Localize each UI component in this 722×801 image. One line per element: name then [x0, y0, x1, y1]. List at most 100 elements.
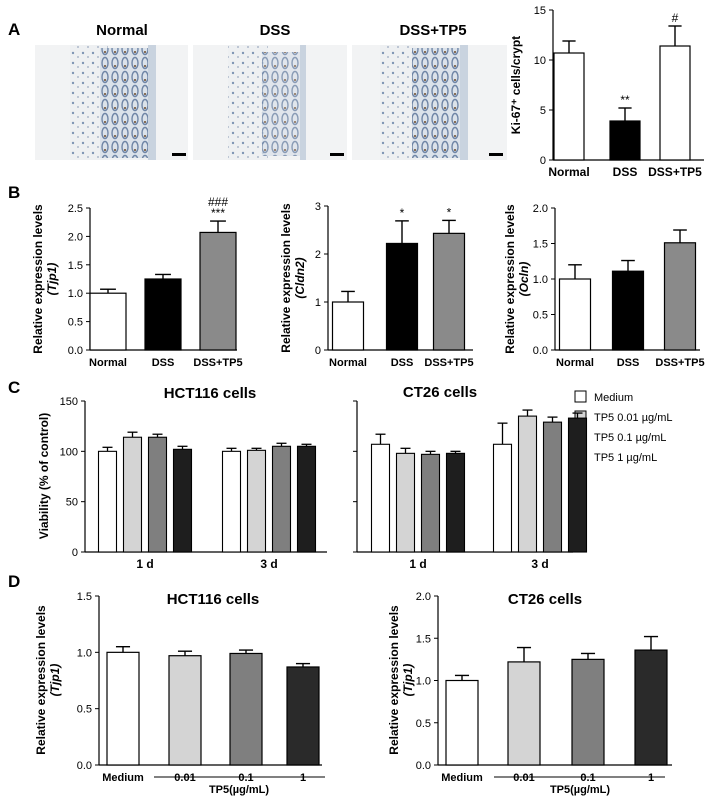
y-tick-label: 15 — [534, 5, 546, 17]
y-tick-label: 0 — [540, 155, 546, 167]
chart-tjp1-ct26: 0.0 0.5 1.0 1.5 2.0 Relative expression level… — [387, 591, 672, 796]
y-tick-label: 0.5 — [416, 718, 431, 730]
x-tick-label: DSS+TP5 — [648, 165, 702, 179]
y-axis-label: Relative expression levels — [34, 605, 48, 755]
y-tick-label: 150 — [60, 396, 78, 408]
x-tick-label: Normal — [548, 165, 589, 179]
y-tick-label: 0.0 — [68, 345, 83, 357]
legend-label: TP5 0.01 µg/mL — [594, 412, 673, 424]
x-tick-label: 1 — [300, 772, 306, 784]
significance-label: ** — [620, 93, 630, 107]
x-tick-label: Normal — [329, 357, 367, 369]
chart-tjp1-hct116: 0.0 0.5 1.0 1.5 Relative expression levels (T… — [34, 591, 325, 796]
histology-label-normal: Normal — [96, 22, 148, 39]
chart-title: HCT116 cells — [164, 385, 257, 402]
x-tick-label: 3 d — [531, 557, 548, 571]
bar — [221, 450, 242, 553]
bar — [229, 652, 263, 766]
y-tick-label: 0.5 — [533, 310, 548, 322]
bar — [172, 448, 193, 553]
y-tick-label: 0.0 — [77, 760, 92, 772]
y-tick-label: 50 — [66, 497, 78, 509]
x-tick-label: 1 d — [136, 557, 153, 571]
bar — [246, 449, 267, 553]
legend-item: TP5 1 µg/mL — [574, 450, 657, 464]
chart-ocln: 0.0 0.5 1.0 1.5 2.0 Relative expression level… — [503, 203, 705, 369]
bar — [542, 421, 563, 553]
bar — [432, 232, 466, 351]
y-tick-label: 0.5 — [77, 704, 92, 716]
y-tick-label: 1 — [315, 297, 321, 309]
x-tick-label: 1 — [648, 772, 654, 784]
bar — [286, 666, 320, 766]
bar — [168, 655, 202, 766]
bar — [609, 120, 641, 161]
x-tick-label: Medium — [441, 772, 483, 784]
y-axis-label-gene: (Cldn2) — [293, 257, 307, 298]
bar — [296, 445, 317, 553]
panel-label-c: C — [8, 378, 20, 397]
y-axis-label: Relative expression levels — [387, 605, 401, 755]
y-tick-label: 1.5 — [416, 633, 431, 645]
panel-label-b: B — [8, 183, 20, 202]
bar — [420, 453, 441, 553]
x-tick-label: DSS+TP5 — [424, 357, 473, 369]
bar — [492, 443, 513, 553]
legend-label: TP5 1 µg/mL — [594, 452, 657, 464]
x-tick-label: 3 d — [260, 557, 277, 571]
chart-title: CT26 cells — [508, 591, 582, 608]
y-tick-label: 2 — [315, 249, 321, 261]
y-tick-label: 100 — [60, 446, 78, 458]
bar — [395, 452, 416, 553]
x-tick-label: DSS+TP5 — [193, 357, 242, 369]
bar — [663, 242, 697, 351]
y-axis-label: Relative expression levels — [279, 203, 293, 353]
y-tick-label: 0 — [72, 547, 78, 559]
bar — [571, 658, 605, 766]
legend-label: TP5 0.1 µg/mL — [594, 432, 666, 444]
chart-tjp1: 0.0 0.5 1.0 1.5 2.0 2.5 Relative expression le… — [31, 195, 243, 369]
x-tick-label: 0.1 — [580, 772, 595, 784]
histology-dss: DSS — [193, 22, 347, 160]
x-tick-label: 1 d — [409, 557, 426, 571]
y-axis-label: Relative expression levels — [503, 204, 517, 354]
bar — [370, 443, 391, 553]
bar — [97, 450, 118, 553]
legend-item: TP5 0.1 µg/mL — [574, 430, 666, 444]
y-tick-label: 1.5 — [533, 239, 548, 251]
bar — [144, 278, 182, 351]
y-tick-label: 0.5 — [68, 317, 83, 329]
scale-bar — [172, 153, 186, 156]
x-tick-label: 0.01 — [513, 772, 534, 784]
x-tick-label: DSS — [391, 357, 414, 369]
chart-viability-hct116: 0 50 100 150 Viability (% of control) HCT116 … — [37, 385, 327, 571]
histology-normal: Normal — [35, 22, 188, 160]
x-group-label: TP5(µg/mL) — [550, 784, 610, 796]
bar — [445, 679, 479, 766]
panel-label-d: D — [8, 572, 20, 591]
significance-label: ### — [208, 195, 228, 209]
x-tick-label: Medium — [102, 772, 144, 784]
y-tick-label: 0.0 — [533, 345, 548, 357]
scale-bar — [330, 153, 344, 156]
y-axis-label-gene: (Tjp1) — [48, 664, 62, 697]
scale-bar — [489, 153, 503, 156]
x-tick-label: DSS — [617, 357, 640, 369]
bar — [659, 45, 691, 161]
bar — [106, 651, 140, 766]
y-axis-label: Ki-67⁺ cells/crypt — [509, 36, 523, 134]
significance-label: * — [447, 205, 452, 219]
bar — [507, 661, 541, 766]
legend-item: Medium — [574, 390, 633, 404]
bar — [385, 242, 419, 351]
chart-viability-ct26: CT26 cells 1 d 3 d — [353, 384, 588, 571]
y-axis-label: Viability (% of control) — [37, 413, 51, 539]
y-tick-label: 5 — [540, 105, 546, 117]
legend-swatch — [574, 390, 587, 403]
chart-ki67: 0 5 10 15 Ki-67⁺ cells/crypt Normal DSS ** DSS+T… — [509, 5, 704, 179]
x-tick-label: Normal — [89, 357, 127, 369]
bar — [611, 270, 645, 351]
y-axis-label-gene: (Ocln) — [517, 262, 531, 297]
y-tick-label: 2.5 — [68, 203, 83, 215]
